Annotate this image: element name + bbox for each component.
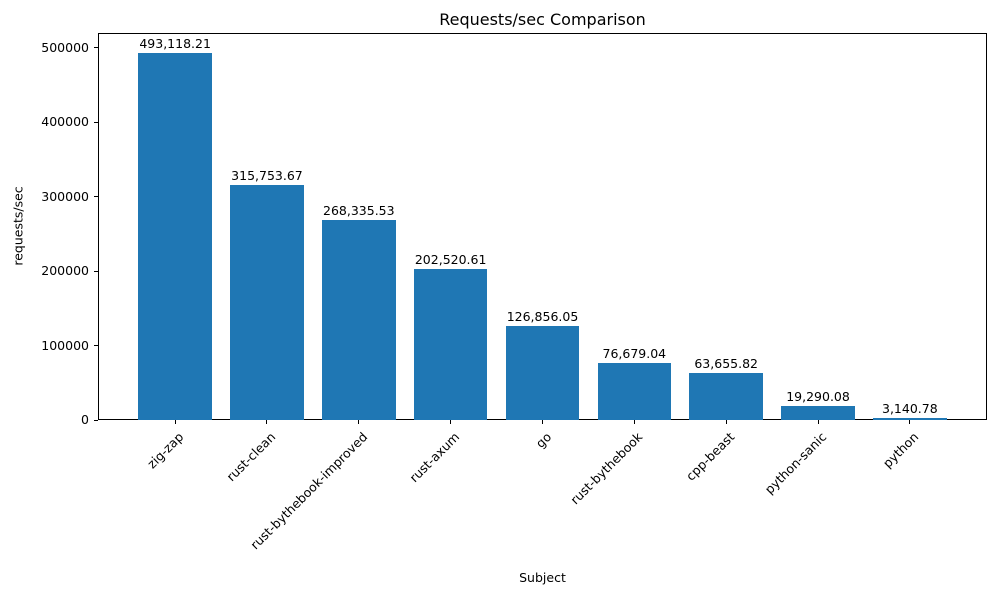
bar-zig-zap xyxy=(138,53,212,420)
x-tick-mark xyxy=(450,420,452,424)
x-tick-mark xyxy=(909,420,911,424)
y-tick-label: 0 xyxy=(81,412,89,427)
y-tick-label: 400000 xyxy=(41,114,89,130)
bar-value-label: 126,856.05 xyxy=(506,308,579,324)
x-tick-mark xyxy=(174,420,176,424)
x-tick-mark xyxy=(358,420,360,424)
y-tick-mark xyxy=(94,121,98,123)
bar-value-label: 268,335.53 xyxy=(323,203,395,219)
bar-value-label: 63,655.82 xyxy=(694,355,758,371)
x-tick-mark xyxy=(266,420,268,424)
bar-cpp-beast xyxy=(689,372,763,420)
y-tick-label: 100000 xyxy=(41,337,89,353)
bar-value-label: 19,290.08 xyxy=(786,388,850,404)
chart-title: Requests/sec Comparison xyxy=(439,10,646,29)
x-tick-mark xyxy=(633,420,635,424)
x-tick-label: rust-bythebook-improved xyxy=(247,429,371,553)
bar-rust-clean xyxy=(230,185,304,420)
x-tick-mark xyxy=(542,420,543,424)
bar-value-label: 493,118.21 xyxy=(139,36,211,51)
x-tick-label: rust-clean xyxy=(223,429,279,485)
bar-python-sanic xyxy=(781,405,855,420)
x-tick-mark xyxy=(725,420,727,424)
x-tick-label: cpp-beast xyxy=(683,429,738,484)
x-tick-label: rust-bythebook xyxy=(567,429,646,508)
x-tick-label: python-sanic xyxy=(761,429,830,497)
bar-rust-bythebook xyxy=(597,362,672,420)
bar-value-label: 3,140.78 xyxy=(882,400,938,416)
y-tick-mark xyxy=(94,419,98,421)
x-tick-label: rust-axum xyxy=(405,429,462,486)
bar-go xyxy=(505,325,580,420)
bar-rust-bythebook-improved xyxy=(322,220,396,420)
bar-value-label: 202,520.61 xyxy=(414,252,487,268)
bar-value-label: 76,679.04 xyxy=(602,345,667,361)
y-tick-label: 300000 xyxy=(41,188,89,204)
y-tick-mark xyxy=(94,270,98,272)
x-tick-label: zig-zap xyxy=(144,429,187,472)
bar-value-label: 315,753.67 xyxy=(231,168,303,183)
y-tick-label: 200000 xyxy=(41,263,89,279)
y-tick-mark xyxy=(94,345,98,347)
y-tick-mark xyxy=(94,196,98,198)
y-tick-mark xyxy=(94,47,98,49)
x-tick-label: go xyxy=(532,429,554,451)
x-axis-label: Subject xyxy=(519,570,566,585)
y-tick-label: 500000 xyxy=(41,39,89,55)
x-tick-mark xyxy=(817,420,819,424)
bar-python xyxy=(873,417,947,420)
bar-rust-axum xyxy=(413,269,488,420)
x-tick-label: python xyxy=(879,429,922,471)
